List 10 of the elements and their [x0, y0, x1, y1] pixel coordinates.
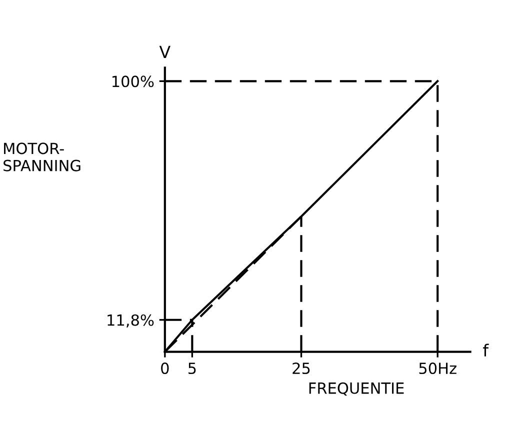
x-tick-label: 50Hz — [419, 362, 456, 374]
x-axis-title: f — [483, 344, 489, 356]
x-tick-label: 25 — [292, 362, 310, 374]
text: FREQUENTIE — [309, 382, 404, 396]
y-tick-label: 100% — [112, 76, 154, 88]
y-tick-label: 11,8% — [108, 314, 154, 328]
y-axis-title: V — [159, 46, 170, 58]
text: MOTOR- SPANNING — [4, 142, 80, 172]
x-tick-label: 0 — [161, 362, 169, 374]
x-tick-label: 5 — [188, 362, 196, 374]
